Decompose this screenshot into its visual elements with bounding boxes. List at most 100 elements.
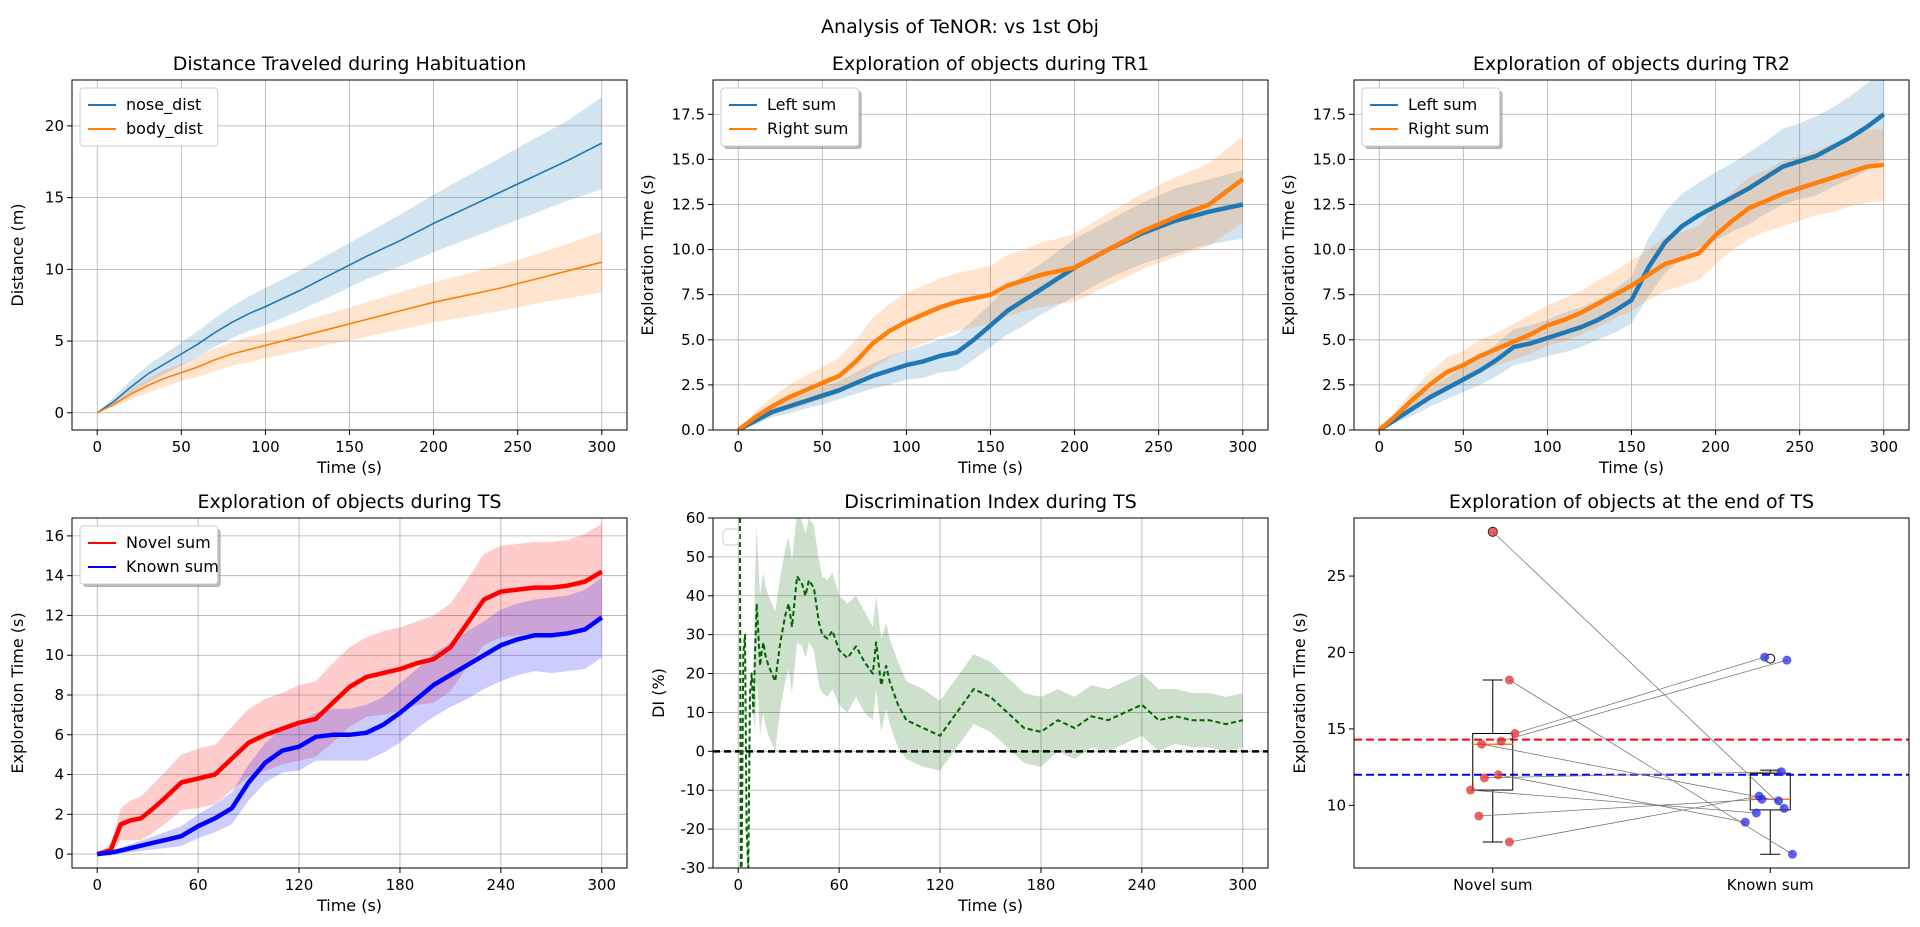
y-tick-label: 15.0 bbox=[1313, 150, 1346, 168]
series-line-1 bbox=[96, 569, 603, 857]
paired-line bbox=[1478, 798, 1762, 817]
y-tick-label: 12 bbox=[45, 606, 64, 624]
x-tick-label: 50 bbox=[172, 438, 191, 456]
chart-panel-6: Novel sum Known sum 10 15 20 25 Exploration of… bbox=[1290, 491, 1910, 894]
panel-title: Distance Traveled during Habituation bbox=[173, 53, 527, 75]
y-tick-label: 5.0 bbox=[1322, 331, 1346, 349]
paired-line bbox=[1492, 531, 1785, 809]
y-tick-label: 10 bbox=[1327, 796, 1346, 814]
paired-line bbox=[1509, 795, 1760, 843]
confidence-band-2 bbox=[738, 135, 1243, 430]
y-tick-label: 10 bbox=[45, 260, 64, 278]
chart-panel-3: 0 50 100 150 200 250 300 0.0 2.5 5.0 7.5 10.0 12.5 15… bbox=[1279, 53, 1910, 477]
x-tick-label: 180 bbox=[386, 876, 415, 894]
legend-box bbox=[79, 87, 219, 147]
x-tick-label: 0 bbox=[92, 438, 102, 456]
y-tick-label: -30 bbox=[681, 859, 706, 877]
known-point bbox=[1787, 849, 1797, 859]
x-tick-label: 200 bbox=[1701, 438, 1730, 456]
y-tick-label: 8 bbox=[54, 686, 64, 704]
box bbox=[1472, 733, 1514, 791]
known-point bbox=[1754, 791, 1764, 801]
paired-line bbox=[1498, 774, 1746, 823]
legend-label: Left sum bbox=[1408, 95, 1477, 114]
novel-point bbox=[1488, 527, 1498, 537]
y-tick-label: 5.0 bbox=[681, 331, 705, 349]
x-tick-label: 250 bbox=[1785, 438, 1814, 456]
x-tick-label: 0 bbox=[733, 438, 743, 456]
axes-frame bbox=[712, 517, 1269, 869]
series-line-2 bbox=[96, 261, 602, 414]
paired-line bbox=[1500, 659, 1788, 742]
x-tick-label: 0 bbox=[1374, 438, 1384, 456]
panel-title: Discrimination Index during TS bbox=[844, 491, 1137, 513]
novel-point bbox=[1504, 837, 1514, 847]
y-axis-label: DI (%) bbox=[649, 668, 668, 718]
x-tick-label: 240 bbox=[487, 876, 516, 894]
y-tick-label: 20 bbox=[45, 117, 64, 135]
x-tick-label: 250 bbox=[503, 438, 532, 456]
known-point bbox=[1760, 652, 1770, 662]
x-axis-label: Time (s) bbox=[957, 896, 1023, 915]
y-tick-label: 17.5 bbox=[1313, 105, 1346, 123]
novel-point bbox=[1510, 729, 1520, 739]
known-point bbox=[1782, 655, 1792, 665]
chart-panel-2: 0 50 100 150 200 250 300 0.0 2.5 5.0 7.5 10.0 12.5 15… bbox=[638, 53, 1269, 477]
legend-label: Right sum bbox=[767, 119, 848, 138]
figure-suptitle: Analysis of TeNOR: vs 1st Obj bbox=[821, 16, 1099, 38]
y-tick-label: 5 bbox=[54, 332, 64, 350]
y-tick-label: 14 bbox=[45, 567, 64, 585]
y-axis-label: Exploration Time (s) bbox=[1279, 174, 1298, 335]
x-axis-label: Time (s) bbox=[957, 458, 1023, 477]
novel-point bbox=[1479, 773, 1489, 783]
y-tick-label: 10.0 bbox=[672, 241, 705, 259]
y-tick-label: 0 bbox=[54, 845, 64, 863]
legend-box bbox=[722, 528, 740, 546]
y-tick-label: 0.0 bbox=[681, 421, 705, 439]
x-tick-label: 60 bbox=[189, 876, 208, 894]
axes-frame bbox=[1353, 517, 1910, 869]
y-tick-label: 7.5 bbox=[681, 286, 705, 304]
y-tick-label: 15.0 bbox=[672, 150, 705, 168]
paired-line bbox=[1481, 743, 1779, 802]
y-tick-label: 17.5 bbox=[672, 105, 705, 123]
y-tick-label: 12.5 bbox=[1313, 195, 1346, 213]
x-tick-label: 120 bbox=[926, 876, 955, 894]
chart-panel-4: 0 60 120 180 240 300 0 2 4 6 8 10 12 14 16 Exploration … bbox=[8, 491, 628, 915]
confidence-band-1 bbox=[738, 170, 1243, 430]
x-axis-label: Time (s) bbox=[316, 458, 382, 477]
x-tick-label: 50 bbox=[1454, 438, 1473, 456]
confidence-band-2 bbox=[97, 577, 602, 855]
y-tick-label: -20 bbox=[681, 820, 706, 838]
confidence-band-1 bbox=[97, 97, 602, 413]
y-tick-label: 12.5 bbox=[672, 195, 705, 213]
series-line-1 bbox=[738, 518, 1244, 868]
novel-point bbox=[1474, 811, 1484, 821]
confidence-band-1 bbox=[1379, 80, 1884, 430]
series-line-2 bbox=[1377, 162, 1885, 430]
panel-title: Exploration of objects during TR1 bbox=[832, 53, 1149, 75]
y-tick-label: 15 bbox=[45, 189, 64, 207]
y-tick-label: 10 bbox=[686, 703, 705, 721]
x-tick-label: 300 bbox=[1228, 438, 1257, 456]
legend-label: Known sum bbox=[126, 557, 219, 576]
x-tick-label: 300 bbox=[587, 438, 616, 456]
series-line-1 bbox=[96, 142, 603, 414]
novel-point bbox=[1504, 675, 1514, 685]
x-tick-label: 250 bbox=[1144, 438, 1173, 456]
x-tick-label: 200 bbox=[1060, 438, 1089, 456]
y-tick-label: 16 bbox=[45, 527, 64, 545]
y-axis-label: Exploration Time (s) bbox=[638, 174, 657, 335]
paired-line bbox=[1470, 789, 1757, 814]
y-axis-label: Exploration Time (s) bbox=[8, 612, 27, 773]
known-point bbox=[1774, 796, 1784, 806]
series-line-2 bbox=[736, 177, 1245, 430]
panel-title: Exploration of objects during TS bbox=[198, 491, 502, 513]
axes-frame bbox=[71, 517, 628, 869]
y-tick-label: 0 bbox=[695, 742, 705, 760]
y-tick-label: 20 bbox=[686, 665, 705, 683]
y-tick-label: 10 bbox=[45, 646, 64, 664]
y-tick-label: 7.5 bbox=[1322, 286, 1346, 304]
x-tick-label: 120 bbox=[285, 876, 314, 894]
